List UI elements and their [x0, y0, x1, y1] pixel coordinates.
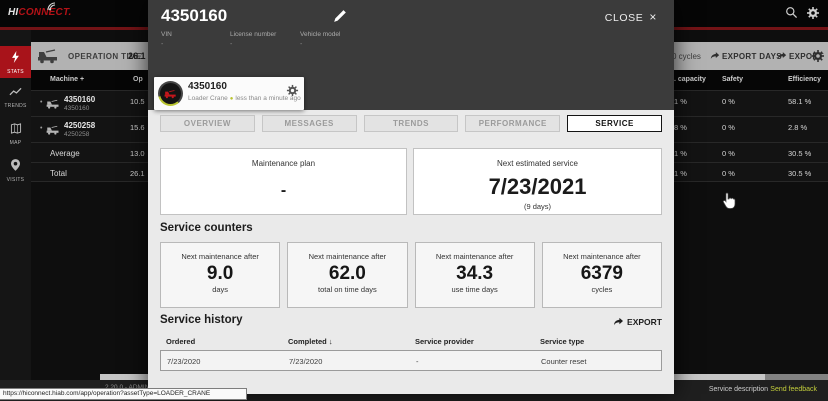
crane-truck-icon	[164, 89, 176, 98]
machine-subtitle: Loader Crane ● less than a minute ago	[188, 95, 301, 102]
send-feedback-link[interactable]: Send feedback	[770, 386, 817, 393]
next-service-days: (9 days)	[523, 202, 552, 211]
modal-title: 4350160	[161, 6, 228, 25]
history-row[interactable]: 7/23/2020 7/23/2020 - Counter reset	[160, 350, 662, 371]
cycles-counter-fragment: 0 cycles	[672, 52, 701, 61]
logo-text-connect: CONNECT	[18, 7, 69, 18]
crane-truck-icon	[46, 125, 59, 135]
next-service-date: 7/23/2021	[488, 174, 587, 199]
machine-summary-card: 4350160 Loader Crane ● less than a minute …	[154, 77, 304, 110]
history-column-completed[interactable]: Completed ↓	[288, 337, 333, 346]
counter-card-days: Next maintenance after 9.0 days	[160, 242, 281, 308]
field-vin: VIN -	[161, 31, 172, 48]
close-icon: ×	[649, 10, 657, 24]
history-export-button[interactable]: EXPORT	[613, 317, 662, 327]
map-icon	[10, 123, 21, 134]
counter-card-use-time: Next maintenance after 34.3 use time day…	[414, 242, 535, 308]
location-pin-icon	[11, 159, 20, 171]
sidebar-item-trends[interactable]: TRENDS	[0, 82, 31, 114]
next-service-card: Next estimated service 7/23/2021 (9 days…	[413, 148, 662, 215]
history-column-type[interactable]: Service type	[540, 337, 585, 346]
hiconnect-logo[interactable]: HICONNECT.	[8, 2, 72, 18]
hscroll-left-button[interactable]	[100, 374, 109, 380]
maintenance-plan-card: Maintenance plan -	[160, 148, 407, 215]
machine-avatar	[158, 81, 183, 106]
sidebar-item-stats[interactable]: STATS	[0, 46, 31, 78]
crane-truck-icon	[38, 49, 57, 64]
service-description-link[interactable]: Service description	[708, 386, 768, 393]
modal-tabs: OVERVIEW MESSAGES TRENDS PERFORMANCE SER…	[160, 115, 662, 132]
share-arrow-icon	[777, 52, 787, 59]
browser-status-url: https://hiconnect.hiab.com/app/operation…	[0, 388, 247, 400]
close-button[interactable]: CLOSE ×	[604, 10, 657, 24]
counter-card-cycles: Next maintenance after 6379 cycles	[541, 242, 662, 308]
service-counters-heading: Service counters	[160, 222, 253, 234]
tab-performance[interactable]: PERFORMANCE	[465, 115, 561, 132]
column-machine[interactable]: Machine +	[50, 76, 85, 83]
tab-messages[interactable]: MESSAGES	[261, 115, 357, 132]
service-history-heading: Service history	[160, 314, 243, 326]
tab-overview[interactable]: OVERVIEW	[160, 115, 255, 132]
export-button[interactable]: EXPORT	[777, 51, 824, 61]
history-column-provider[interactable]: Service provider	[415, 337, 474, 346]
app-version: 2.20.0 - ADMIN	[105, 384, 149, 391]
settings-gear-icon[interactable]	[806, 6, 820, 20]
trend-line-icon	[9, 87, 22, 96]
row-bullet: •	[40, 125, 43, 132]
sidebar-nav: STATS TRENDS MAP VISITS	[0, 30, 31, 380]
operation-time-label: OPERATION TIME	[68, 52, 142, 61]
machine-settings-gear-icon[interactable]	[286, 84, 299, 97]
sidebar-item-map[interactable]: MAP	[0, 118, 31, 150]
tab-trends[interactable]: TRENDS	[363, 115, 459, 132]
search-icon[interactable]	[785, 6, 798, 19]
counter-card-total-on-time: Next maintenance after 62.0 total on tim…	[287, 242, 408, 308]
share-arrow-icon	[710, 52, 720, 59]
edit-pencil-icon[interactable]	[333, 9, 347, 23]
logo-text-hi: HI	[8, 7, 19, 18]
operation-time-value: 26.1	[128, 51, 146, 61]
tab-service[interactable]: SERVICE	[567, 115, 662, 132]
sidebar-item-visits[interactable]: VISITS	[0, 154, 31, 186]
next-service-title: Next estimated service	[497, 159, 578, 168]
column-efficiency[interactable]: Efficiency	[788, 76, 822, 83]
share-arrow-icon	[614, 317, 624, 326]
machine-name: 4350160	[188, 81, 227, 92]
column-operation[interactable]: Op	[133, 76, 143, 83]
field-vehicle-model: Vehicle model -	[300, 31, 341, 48]
maintenance-plan-title: Maintenance plan	[251, 159, 316, 168]
lightning-icon	[12, 51, 19, 63]
online-status-dot: ●	[229, 96, 234, 102]
table-settings-gear-icon[interactable]	[811, 49, 825, 63]
crane-truck-icon	[46, 99, 59, 109]
service-counters-row: Next maintenance after 9.0 days Next mai…	[160, 242, 662, 308]
machine-detail-modal: 4350160 CLOSE × VIN - License number - Ve…	[148, 0, 674, 394]
column-safety[interactable]: Safety	[722, 76, 744, 83]
field-license-number: License number -	[230, 31, 277, 48]
hand-cursor	[722, 192, 736, 209]
history-column-ordered[interactable]: Ordered	[166, 337, 196, 346]
export-days-button[interactable]: EXPORT DAYS	[710, 51, 782, 61]
row-bullet: •	[40, 99, 43, 106]
column-capacity[interactable]: . capacity	[674, 76, 706, 83]
maintenance-plan-value: -	[280, 182, 287, 199]
signal-icon	[47, 2, 56, 11]
